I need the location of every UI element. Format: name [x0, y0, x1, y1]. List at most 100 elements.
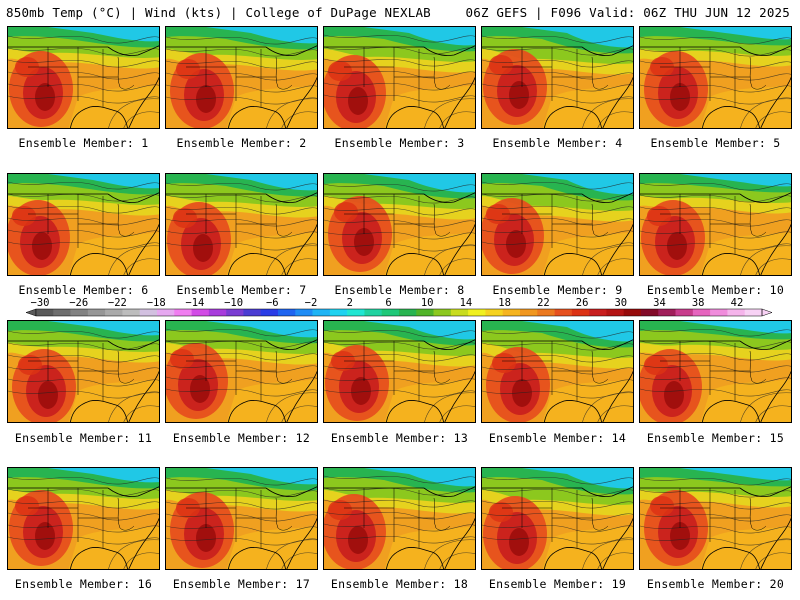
- colorbar-swatch: [502, 309, 521, 316]
- ensemble-member-label: Ensemble Member: 19: [488, 577, 627, 591]
- ensemble-member-label: Ensemble Member: 9: [492, 283, 623, 297]
- ensemble-member-map: [7, 26, 160, 129]
- colorbar-swatch: [105, 309, 123, 316]
- colorbar-swatch: [53, 309, 71, 316]
- colorbar-swatch: [36, 309, 54, 316]
- ensemble-member-map: [639, 26, 792, 129]
- ensemble-member-map: [165, 467, 318, 570]
- colorbar-swatch: [70, 309, 89, 316]
- ensemble-member-label: Ensemble Member: 11: [14, 431, 153, 445]
- ensemble-member-label: Ensemble Member: 8: [334, 283, 465, 297]
- ensemble-member-label: Ensemble Member: 2: [176, 136, 307, 150]
- ensemble-member-map: [481, 26, 634, 129]
- ensemble-member-label: Ensemble Member: 1: [18, 136, 149, 150]
- colorbar-tick-label: 42: [731, 297, 744, 309]
- colorbar-swatch: [295, 309, 313, 316]
- colorbar-tick-label: 14: [460, 297, 473, 309]
- colorbar-tick-label: −18: [147, 297, 166, 309]
- colorbar-swatch: [675, 309, 694, 316]
- colorbar-swatch: [641, 309, 659, 316]
- colorbar-tick-label: 38: [692, 297, 705, 309]
- ensemble-member-map: [323, 173, 476, 276]
- ensemble-member-label: Ensemble Member: 7: [176, 283, 307, 297]
- colorbar-tick-label: −6: [266, 297, 279, 309]
- colorbar-swatch: [416, 309, 434, 316]
- colorbar-tick-label: −30: [31, 297, 50, 309]
- colorbar-swatch: [468, 309, 486, 316]
- ensemble-member-label: Ensemble Member: 3: [334, 136, 465, 150]
- colorbar-swatch: [381, 309, 400, 316]
- ensemble-member-map: [323, 320, 476, 423]
- colorbar-swatch: [312, 309, 331, 316]
- colorbar-min-arrow: [25, 308, 37, 317]
- colorbar-tick-label: 6: [385, 297, 391, 309]
- ensemble-member-map: [7, 467, 160, 570]
- colorbar-swatch: [191, 309, 210, 316]
- ensemble-member-map: [7, 173, 160, 276]
- colorbar-swatch: [692, 309, 711, 316]
- colorbar-swatch: [364, 309, 383, 316]
- ensemble-member-label: Ensemble Member: 13: [330, 431, 469, 445]
- colorbar-tick-label: −2: [305, 297, 318, 309]
- colorbar-tick-label: −10: [224, 297, 243, 309]
- colorbar-swatch: [433, 309, 452, 316]
- temperature-colorbar: −30 −26 −22 −18 −14 −10 −6 −2 2 6 10 14 18 22 26 30 34 38…: [25, 297, 773, 317]
- ensemble-member-map: [639, 320, 792, 423]
- colorbar-swatch: [157, 309, 175, 316]
- colorbar-swatch: [485, 309, 504, 316]
- colorbar-swatch: [520, 309, 538, 316]
- colorbar-swatch: [347, 309, 365, 316]
- colorbar-swatch: [208, 309, 227, 316]
- ensemble-member-label: Ensemble Member: 17: [172, 577, 311, 591]
- ensemble-member-map: [481, 320, 634, 423]
- colorbar-swatch: [329, 309, 348, 316]
- colorbar-tick-label: 30: [614, 297, 627, 309]
- colorbar-swatch: [727, 309, 746, 316]
- ensemble-member-map: [639, 173, 792, 276]
- ensemble-member-map: [7, 320, 160, 423]
- colorbar-swatch: [87, 309, 106, 316]
- ensemble-member-map: [639, 467, 792, 570]
- colorbar-swatch: [589, 309, 607, 316]
- ensemble-member-map: [481, 467, 634, 570]
- ensemble-member-map: [165, 320, 318, 423]
- colorbar-swatch: [554, 309, 573, 316]
- ensemble-member-label: Ensemble Member: 16: [14, 577, 153, 591]
- colorbar-tick-label: 10: [421, 297, 434, 309]
- colorbar-swatch: [243, 309, 262, 316]
- ensemble-member-map: [165, 173, 318, 276]
- colorbar-swatch: [260, 309, 279, 316]
- colorbar-tick-label: 34: [653, 297, 666, 309]
- colorbar-swatch: [122, 309, 141, 316]
- colorbar-tick-label: 2: [347, 297, 353, 309]
- colorbar-swatch: [450, 309, 469, 316]
- colorbar-tick-label: −22: [108, 297, 127, 309]
- colorbar-tick-label: −14: [185, 297, 204, 309]
- ensemble-member-label: Ensemble Member: 10: [646, 283, 785, 297]
- colorbar-swatch: [399, 309, 417, 316]
- ensemble-member-label: Ensemble Member: 12: [172, 431, 311, 445]
- ensemble-member-map: [323, 26, 476, 129]
- ensemble-member-map: [165, 26, 318, 129]
- colorbar-swatch: [174, 309, 192, 316]
- colorbar-tick-label: 18: [498, 297, 511, 309]
- ensemble-member-map: [323, 467, 476, 570]
- colorbar-swatch: [744, 309, 763, 316]
- model-run-info: 06Z GEFS | F096 Valid: 06Z THU JUN 12 20…: [465, 5, 790, 20]
- colorbar-swatch: [710, 309, 728, 316]
- colorbar-tick-label: −26: [69, 297, 88, 309]
- ensemble-member-label: Ensemble Member: 6: [18, 283, 149, 297]
- ensemble-member-label: Ensemble Member: 4: [492, 136, 623, 150]
- colorbar-swatch: [139, 309, 158, 316]
- colorbar-swatch: [606, 309, 625, 316]
- ensemble-member-label: Ensemble Member: 5: [650, 136, 781, 150]
- colorbar-swatch: [571, 309, 590, 316]
- colorbar-swatch: [537, 309, 555, 316]
- ensemble-member-label: Ensemble Member: 14: [488, 431, 627, 445]
- colorbar-swatch: [226, 309, 244, 316]
- map-title: 850mb Temp (°C) | Wind (kts) | College o…: [6, 5, 431, 20]
- ensemble-member-label: Ensemble Member: 18: [330, 577, 469, 591]
- colorbar-max-arrow: [761, 308, 773, 317]
- colorbar-swatch: [278, 309, 296, 316]
- colorbar-swatch: [623, 309, 642, 316]
